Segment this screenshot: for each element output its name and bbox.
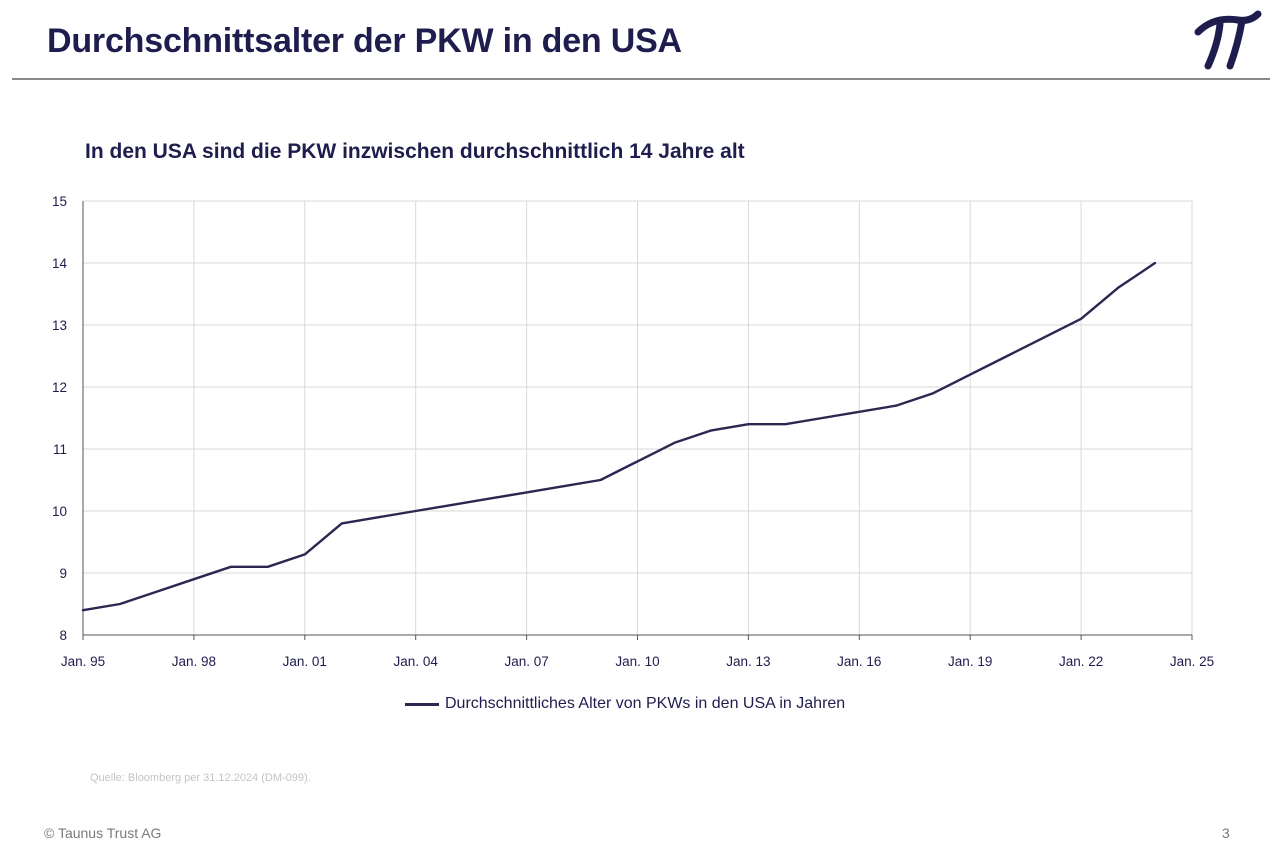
x-tick-label: Jan. 95 — [61, 654, 105, 669]
x-tick-label: Jan. 07 — [504, 654, 548, 669]
y-tick-label: 11 — [53, 442, 67, 457]
x-tick-label: Jan. 16 — [837, 654, 881, 669]
x-tick-label: Jan. 13 — [726, 654, 770, 669]
page-number: 3 — [1222, 825, 1230, 841]
source-note: Quelle: Bloomberg per 31.12.2024 (DM-099… — [90, 772, 311, 784]
x-tick-label: Jan. 98 — [172, 654, 216, 669]
x-tick-label: Jan. 04 — [394, 654, 439, 669]
legend-swatch — [405, 702, 439, 706]
x-tick-label: Jan. 25 — [1170, 654, 1214, 669]
legend-label: Durchschnittliches Alter von PKWs in den… — [445, 695, 846, 712]
x-tick-label: Jan. 10 — [615, 654, 659, 669]
y-tick-label: 15 — [52, 194, 67, 209]
y-tick-label: 14 — [52, 256, 68, 271]
y-tick-label: 12 — [52, 380, 67, 395]
y-tick-label: 9 — [59, 566, 67, 581]
copyright: © Taunus Trust AG — [44, 825, 162, 841]
header-divider — [12, 78, 1270, 80]
chart-title: In den USA sind die PKW inzwischen durch… — [85, 140, 745, 163]
chart-legend: Durchschnittliches Alter von PKWs in den… — [405, 695, 845, 713]
x-tick-label: Jan. 22 — [1059, 654, 1103, 669]
y-tick-label: 10 — [52, 504, 67, 519]
series-line-pkw-alter — [81, 261, 1157, 612]
x-tick-label: Jan. 19 — [948, 654, 992, 669]
x-tick-label: Jan. 01 — [283, 654, 327, 669]
y-tick-label: 8 — [59, 628, 67, 643]
pi-logo-icon — [1194, 10, 1262, 70]
page-title: Durchschnittsalter der PKW in den USA — [47, 22, 682, 60]
y-tick-label: 13 — [52, 318, 67, 333]
